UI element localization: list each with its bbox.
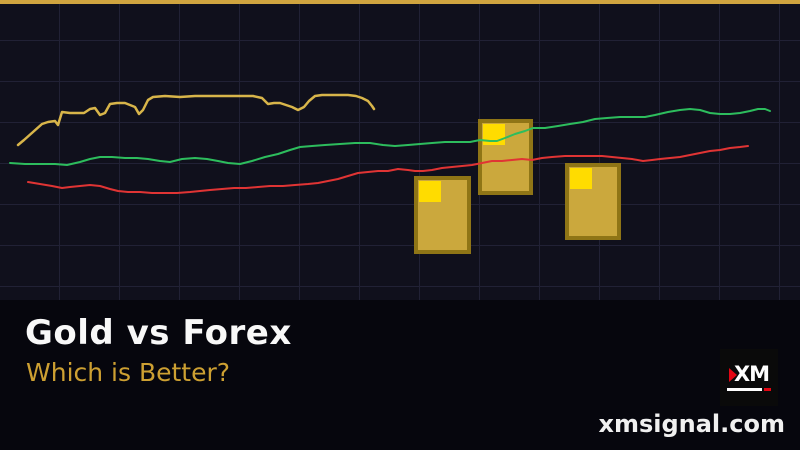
play-triangle-icon	[728, 367, 737, 382]
underline-red-tip	[764, 388, 771, 391]
top-accent-bar	[0, 0, 800, 4]
subtitle: Which is Better?	[26, 358, 231, 387]
xm-logo: XM	[720, 349, 778, 406]
xm-logo-row: XM	[728, 362, 770, 386]
gold-bars-layer	[414, 119, 621, 254]
gold-price-line	[16, 93, 376, 147]
site-watermark: xmsignal.com	[598, 410, 785, 438]
xm-logo-text: XM	[733, 362, 770, 386]
red-forex-line	[27, 145, 749, 194]
gold-bar	[478, 119, 533, 195]
xm-logo-underline	[727, 388, 771, 391]
gold-bar-shine	[570, 168, 592, 189]
underline-white-bar	[727, 388, 762, 391]
chart-area	[0, 0, 800, 300]
chart-lines	[9, 93, 771, 194]
gold-bar	[414, 176, 471, 254]
gold-bar-shine	[419, 181, 441, 202]
green-forex-line	[9, 108, 771, 166]
page-title: Gold vs Forex	[25, 313, 292, 353]
gold-bar	[565, 163, 621, 240]
caption-band: Gold vs Forex Which is Better? XM xmsign…	[0, 300, 800, 450]
